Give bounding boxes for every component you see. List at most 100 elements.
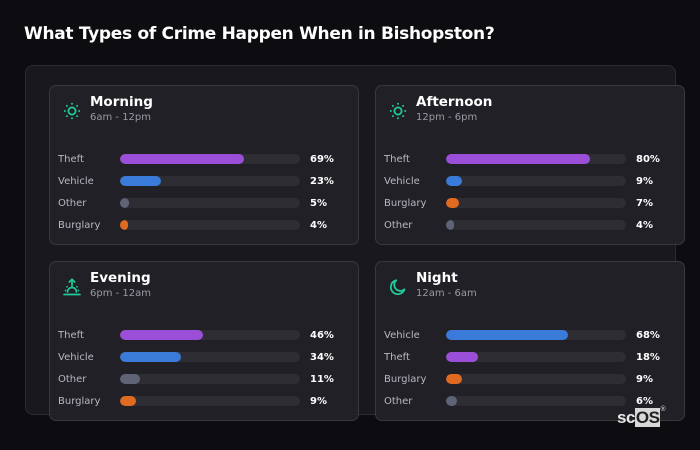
bar-label: Vehicle	[384, 175, 420, 187]
bar-track	[120, 330, 300, 340]
brand-logo-left: sc	[617, 408, 635, 427]
bar-label: Other	[58, 197, 87, 209]
bar-label: Other	[384, 395, 413, 407]
bar-label: Vehicle	[58, 351, 94, 363]
bar-row: Other 6%	[384, 390, 684, 412]
bar-label: Burglary	[384, 373, 427, 385]
bar-row: Vehicle 9%	[384, 170, 684, 192]
sunset-icon	[62, 277, 82, 297]
bar-fill	[446, 330, 569, 340]
bar-fill	[446, 198, 459, 208]
sun-icon	[62, 101, 82, 121]
bar-value: 4%	[310, 219, 327, 231]
bar-fill	[120, 352, 182, 362]
bar-track	[446, 396, 626, 406]
bar-label: Theft	[384, 351, 410, 363]
bar-track	[446, 176, 626, 186]
card-time-range: 6pm - 12am	[90, 288, 152, 299]
bar-list: Theft 69% Vehicle 23% Other 5% Burglary 4%	[58, 148, 358, 236]
bar-value: 68%	[636, 329, 660, 341]
bar-row: Theft 80%	[384, 148, 684, 170]
bar-row: Theft 46%	[58, 324, 358, 346]
bar-track	[120, 176, 300, 186]
bar-value: 7%	[636, 197, 653, 209]
bar-label: Vehicle	[58, 175, 94, 187]
bar-row: Burglary 9%	[384, 368, 684, 390]
card-title: Evening	[90, 270, 151, 286]
bar-fill	[120, 374, 140, 384]
bar-row: Burglary 9%	[58, 390, 358, 412]
card-morning: Morning 6am - 12pm Theft 69% Vehicle 23% Other…	[49, 85, 359, 245]
bar-track	[446, 220, 626, 230]
bar-value: 9%	[310, 395, 327, 407]
card-header: Night 12am - 6am	[388, 270, 477, 300]
bar-value: 46%	[310, 329, 334, 341]
bar-label: Theft	[58, 329, 84, 341]
bar-value: 4%	[636, 219, 653, 231]
bar-row: Other 4%	[384, 214, 684, 236]
bar-row: Vehicle 23%	[58, 170, 358, 192]
bar-fill	[446, 220, 454, 230]
moon-icon	[388, 277, 408, 297]
bar-track	[120, 154, 300, 164]
bar-track	[446, 352, 626, 362]
bar-list: Theft 46% Vehicle 34% Other 11% Burglary 9%	[58, 324, 358, 412]
card-title: Night	[416, 270, 458, 286]
bar-track	[446, 154, 626, 164]
card-night: Night 12am - 6am Vehicle 68% Theft 18% Burglar…	[375, 261, 685, 421]
bar-track	[120, 396, 300, 406]
bar-fill	[446, 396, 457, 406]
bar-row: Other 5%	[58, 192, 358, 214]
sun-icon	[388, 101, 408, 121]
bar-value: 18%	[636, 351, 660, 363]
bar-fill	[446, 176, 463, 186]
bar-track	[120, 198, 300, 208]
bar-fill	[120, 396, 137, 406]
bar-value: 69%	[310, 153, 334, 165]
bar-value: 9%	[636, 175, 653, 187]
bar-value: 23%	[310, 175, 334, 187]
card-header: Morning 6am - 12pm	[62, 94, 153, 124]
bar-list: Vehicle 68% Theft 18% Burglary 9% Other 6%	[384, 324, 684, 412]
bar-row: Theft 69%	[58, 148, 358, 170]
bar-list: Theft 80% Vehicle 9% Burglary 7% Other 4%	[384, 148, 684, 236]
bar-label: Burglary	[384, 197, 427, 209]
registered-mark: ®	[660, 406, 666, 413]
bar-fill	[120, 198, 129, 208]
card-title: Morning	[90, 94, 153, 110]
bar-fill	[446, 154, 590, 164]
bar-track	[120, 220, 300, 230]
bar-label: Other	[384, 219, 413, 231]
bar-track	[120, 352, 300, 362]
bar-row: Vehicle 34%	[58, 346, 358, 368]
bar-fill	[120, 220, 128, 230]
bar-value: 34%	[310, 351, 334, 363]
card-header: Afternoon 12pm - 6pm	[388, 94, 492, 124]
bar-value: 6%	[636, 395, 653, 407]
bar-label: Burglary	[58, 395, 101, 407]
bar-fill	[120, 176, 162, 186]
card-time-range: 12am - 6am	[416, 288, 477, 299]
brand-logo-right: OS	[634, 408, 661, 427]
bar-fill	[446, 352, 479, 362]
card-header: Evening 6pm - 12am	[62, 270, 151, 300]
bar-value: 80%	[636, 153, 660, 165]
bar-label: Theft	[58, 153, 84, 165]
bar-fill	[446, 374, 463, 384]
card-evening: Evening 6pm - 12am Theft 46% Vehicle 34% Other…	[49, 261, 359, 421]
bar-label: Vehicle	[384, 329, 420, 341]
bar-track	[446, 330, 626, 340]
brand-logo: scOS®	[617, 406, 666, 428]
bar-value: 11%	[310, 373, 334, 385]
bar-label: Burglary	[58, 219, 101, 231]
bar-fill	[120, 154, 245, 164]
bar-row: Burglary 4%	[58, 214, 358, 236]
page-title: What Types of Crime Happen When in Bisho…	[24, 24, 495, 44]
bar-track	[120, 374, 300, 384]
bar-row: Vehicle 68%	[384, 324, 684, 346]
bar-value: 9%	[636, 373, 653, 385]
bar-track	[446, 374, 626, 384]
bar-row: Burglary 7%	[384, 192, 684, 214]
bar-row: Theft 18%	[384, 346, 684, 368]
bar-value: 5%	[310, 197, 327, 209]
